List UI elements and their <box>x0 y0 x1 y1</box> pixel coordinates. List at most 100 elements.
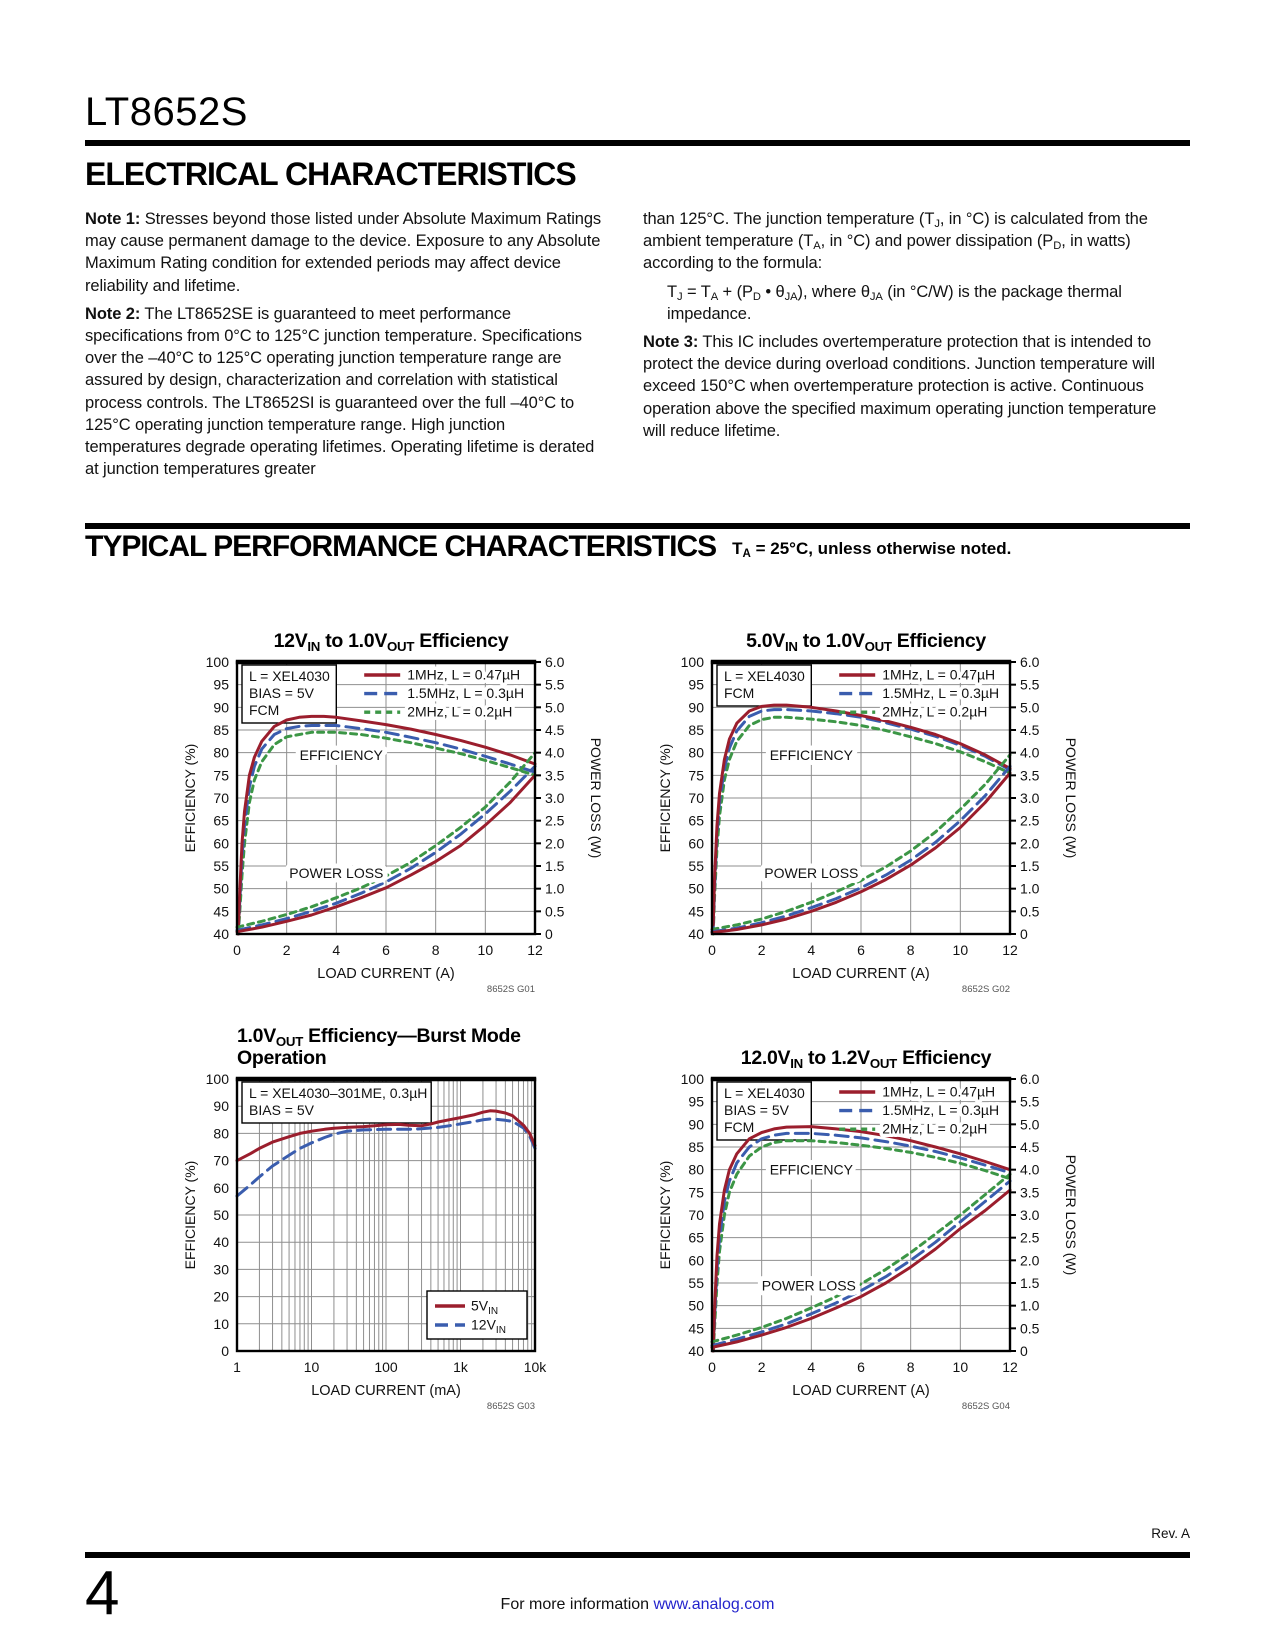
svg-text:12: 12 <box>1002 942 1018 958</box>
svg-text:70: 70 <box>213 790 229 806</box>
svg-text:80: 80 <box>213 1125 229 1141</box>
svg-text:4: 4 <box>807 942 815 958</box>
svg-text:85: 85 <box>213 722 229 738</box>
svg-text:3.0: 3.0 <box>1020 1207 1040 1223</box>
chart-title-line: 12VIN to 1.0VOUT Efficiency <box>273 630 509 654</box>
svg-text:2.0: 2.0 <box>1020 835 1040 851</box>
svg-text:8652S G02: 8652S G02 <box>962 984 1010 995</box>
typical-heading-text: TYPICAL PERFORMANCE CHARACTERISTICS <box>85 530 717 563</box>
svg-text:0: 0 <box>1020 926 1028 942</box>
svg-text:8652S G01: 8652S G01 <box>487 984 535 995</box>
footer-info: For more information www.analog.com <box>0 1596 1275 1614</box>
svg-text:2MHz, L = 0.2µH: 2MHz, L = 0.2µH <box>882 1121 987 1137</box>
svg-text:1.0: 1.0 <box>545 881 565 897</box>
svg-text:65: 65 <box>688 1230 704 1246</box>
svg-text:75: 75 <box>688 1184 704 1200</box>
chart-title-line: 5.0VIN to 1.0VOUT Efficiency <box>746 630 986 654</box>
chart-plot: L = XEL4030 FCM 40 45 50 55 60 65 70 75 80 85 90 95 10… <box>656 652 1076 1002</box>
svg-text:BIAS = 5V: BIAS = 5V <box>249 685 315 701</box>
chart-burst-mode-efficiency: 1.0VOUT Efficiency—Burst Mode Operation L… <box>181 1005 601 1419</box>
svg-text:L = XEL4030: L = XEL4030 <box>724 668 805 684</box>
svg-text:45: 45 <box>688 903 704 919</box>
part-number: LT8652S <box>85 90 248 134</box>
svg-text:1.5MHz, L = 0.3µH: 1.5MHz, L = 0.3µH <box>407 685 524 701</box>
svg-text:5.0: 5.0 <box>1020 1116 1040 1132</box>
svg-text:10: 10 <box>213 1316 229 1332</box>
svg-text:55: 55 <box>213 858 229 874</box>
svg-text:90: 90 <box>688 699 704 715</box>
svg-text:5.5: 5.5 <box>1020 1094 1040 1110</box>
svg-text:L = XEL4030–301ME, 0.3µH: L = XEL4030–301ME, 0.3µH <box>249 1085 427 1101</box>
svg-text:60: 60 <box>688 835 704 851</box>
svg-text:BIAS = 5V: BIAS = 5V <box>249 1102 315 1118</box>
svg-text:1.5: 1.5 <box>545 858 565 874</box>
chart-plot: L = XEL4030 BIAS = 5V FCM 40 45 50 55 60 65 70 75 8… <box>656 1069 1076 1419</box>
svg-text:10: 10 <box>304 1359 320 1375</box>
chart-5vin-to-1v0-efficiency: 5.0VIN to 1.0VOUT Efficiency L = XEL4030… <box>656 616 1076 1002</box>
chart-plot: L = XEL4030 BIAS = 5V FCM 40 45 50 55 60 65 70 75 8… <box>181 652 601 1002</box>
svg-text:8652S G03: 8652S G03 <box>487 1401 535 1412</box>
svg-text:EFFICIENCY (%): EFFICIENCY (%) <box>182 744 198 853</box>
svg-text:40: 40 <box>688 926 704 942</box>
svg-text:20: 20 <box>213 1289 229 1305</box>
svg-text:85: 85 <box>688 722 704 738</box>
svg-text:8652S G04: 8652S G04 <box>962 1401 1010 1412</box>
svg-text:70: 70 <box>688 790 704 806</box>
chart-title-line: 1.0VOUT Efficiency—Burst Mode <box>237 1025 521 1049</box>
svg-text:2.5: 2.5 <box>1020 813 1040 829</box>
svg-text:100: 100 <box>374 1359 398 1375</box>
svg-text:100: 100 <box>206 1071 230 1087</box>
notes-column-left: Note 1: Stresses beyond those listed und… <box>85 208 605 486</box>
svg-text:95: 95 <box>688 677 704 693</box>
svg-text:75: 75 <box>688 767 704 783</box>
svg-text:85: 85 <box>688 1139 704 1155</box>
svg-text:1.0: 1.0 <box>1020 881 1040 897</box>
svg-text:0: 0 <box>708 942 716 958</box>
svg-text:EFFICIENCY: EFFICIENCY <box>770 747 854 763</box>
section-divider <box>85 523 1190 529</box>
header-divider <box>85 140 1190 146</box>
svg-text:6.0: 6.0 <box>1020 1071 1040 1087</box>
svg-text:3.5: 3.5 <box>1020 767 1040 783</box>
section-heading-typical-performance: TYPICAL PERFORMANCE CHARACTERISTICS TA = … <box>85 530 1011 564</box>
note-paragraph: Note 3: This IC includes overtemperature… <box>643 333 1157 440</box>
svg-text:1MHz, L = 0.47µH: 1MHz, L = 0.47µH <box>882 1084 995 1100</box>
svg-text:EFFICIENCY (%): EFFICIENCY (%) <box>657 744 673 853</box>
svg-text:5.5: 5.5 <box>1020 677 1040 693</box>
svg-text:50: 50 <box>688 881 704 897</box>
svg-text:100: 100 <box>206 654 230 670</box>
svg-text:10: 10 <box>478 942 494 958</box>
svg-text:50: 50 <box>213 1207 229 1223</box>
svg-text:2: 2 <box>758 942 766 958</box>
svg-text:2MHz, L = 0.2µH: 2MHz, L = 0.2µH <box>882 704 987 720</box>
svg-text:0.5: 0.5 <box>1020 903 1040 919</box>
svg-text:95: 95 <box>213 677 229 693</box>
svg-text:4.5: 4.5 <box>1020 722 1040 738</box>
svg-text:12VIN: 12VIN <box>471 1317 506 1337</box>
svg-text:75: 75 <box>213 767 229 783</box>
analog-website-link[interactable]: www.analog.com <box>653 1596 775 1613</box>
svg-text:POWER LOSS: POWER LOSS <box>762 1277 856 1293</box>
svg-text:L = XEL4030: L = XEL4030 <box>724 1085 805 1101</box>
chart-title: 12VIN to 1.0VOUT Efficiency <box>181 616 601 654</box>
note-paragraph: than 125°C. The junction temperature (TJ… <box>643 210 1148 273</box>
svg-text:60: 60 <box>213 1180 229 1196</box>
svg-text:0: 0 <box>1020 1343 1028 1359</box>
svg-text:4.0: 4.0 <box>1020 745 1040 761</box>
svg-text:3.5: 3.5 <box>545 767 565 783</box>
svg-text:0: 0 <box>708 1359 716 1375</box>
footer-info-text: For more information <box>500 1596 654 1613</box>
svg-text:LOAD CURRENT (mA): LOAD CURRENT (mA) <box>311 1383 461 1399</box>
svg-text:6.0: 6.0 <box>1020 654 1040 670</box>
svg-text:4.5: 4.5 <box>1020 1139 1040 1155</box>
note-paragraph: Note 1: Stresses beyond those listed und… <box>85 210 602 295</box>
svg-text:0.5: 0.5 <box>545 903 565 919</box>
svg-text:0.5: 0.5 <box>1020 1320 1040 1336</box>
svg-text:8: 8 <box>907 1359 915 1375</box>
footer-divider <box>85 1552 1190 1558</box>
page-number: 4 <box>85 1559 120 1628</box>
svg-text:1k: 1k <box>453 1359 469 1375</box>
svg-text:6: 6 <box>857 1359 865 1375</box>
chart-12vin-to-1v0-efficiency: 12VIN to 1.0VOUT Efficiency L = XEL4030 B… <box>181 616 601 1002</box>
svg-text:6: 6 <box>857 942 865 958</box>
